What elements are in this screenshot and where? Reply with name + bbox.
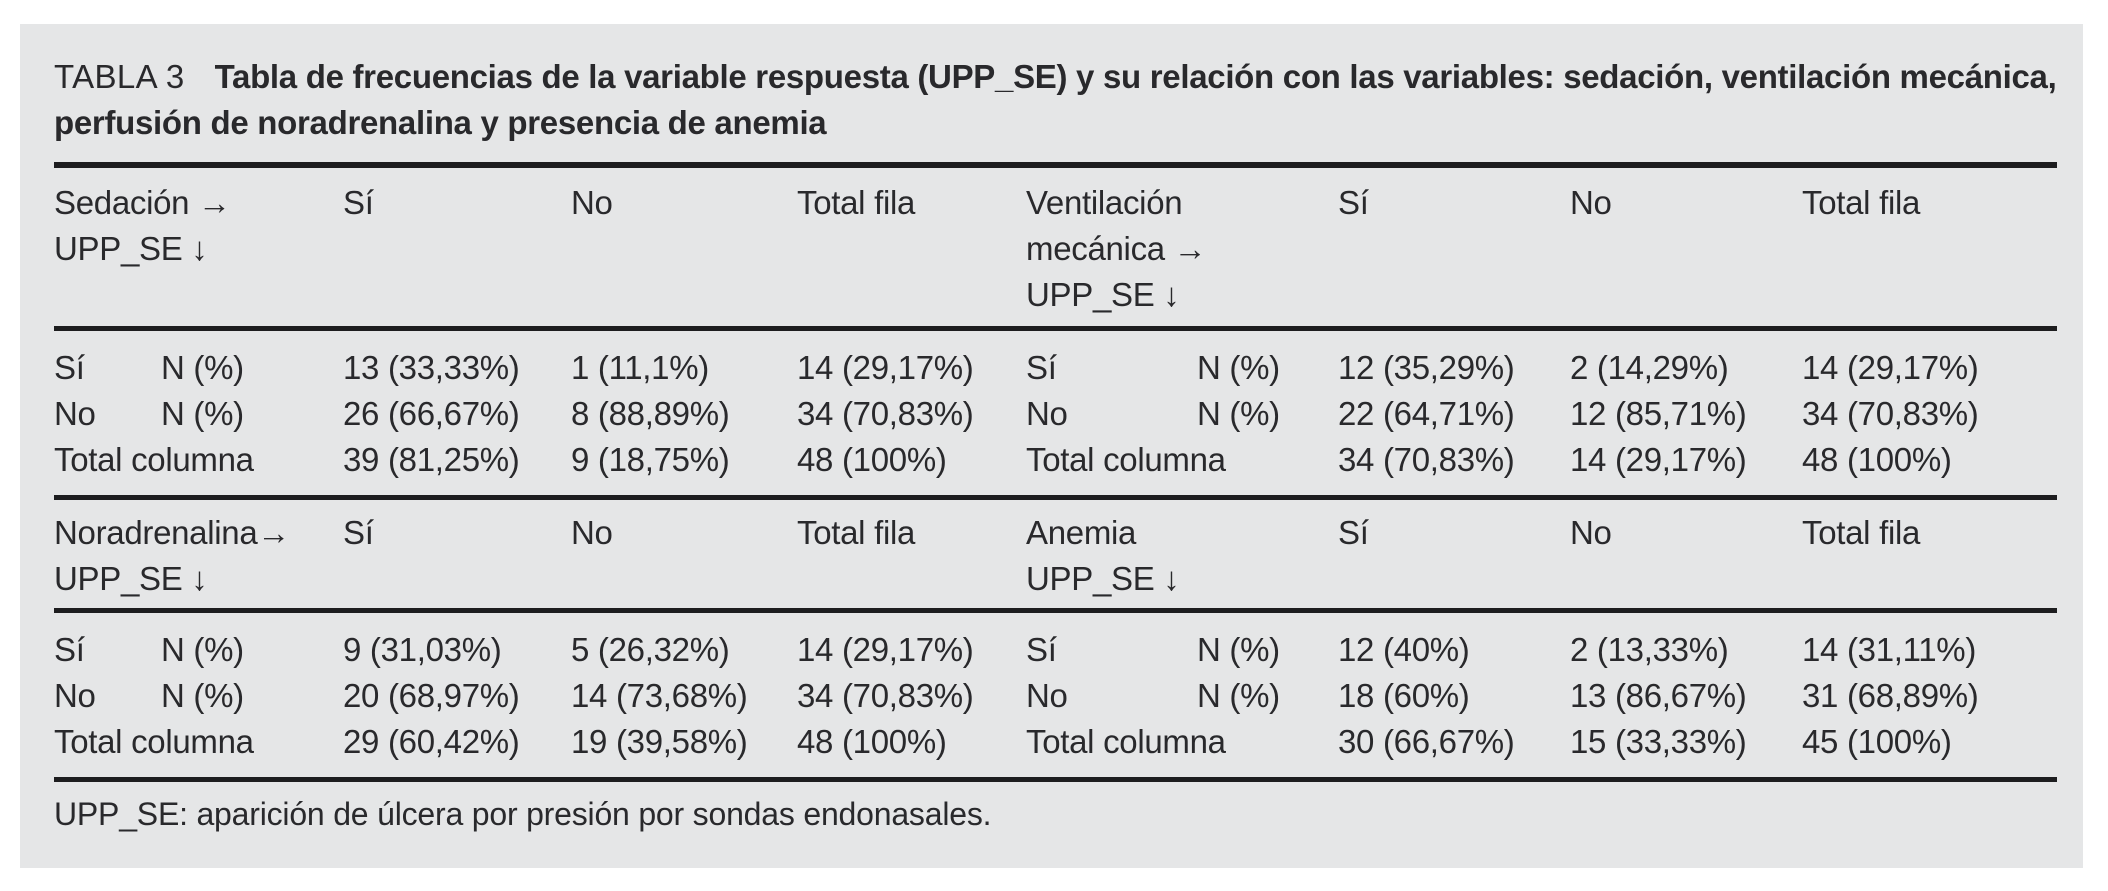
table-row: No N (%) 26 (66,67%) 8 (88,89%) 34 (70,8…	[54, 391, 2057, 437]
variable-header-anemia: Anemia UPP_SE ↓	[1026, 497, 1338, 613]
column-header-no: No	[1570, 165, 1802, 331]
row-label: No	[1026, 395, 1068, 432]
row-label: No	[54, 677, 96, 714]
data-band-sedacion-ventilacion: Sí N (%) 13 (33,33%) 1 (11,1%) 14 (29,17…	[54, 329, 2057, 500]
variable-header-ventilacion: Ventilación mecánica → UPP_SE ↓	[1026, 165, 1338, 331]
column-header-total-fila: Total fila	[797, 165, 1026, 331]
table-cell: 9 (18,75%)	[571, 437, 797, 500]
row-measure-label: N (%)	[1197, 677, 1280, 714]
table-cell: 18 (60%)	[1338, 677, 1470, 714]
row-measure-label: N (%)	[161, 349, 244, 386]
table-title: TABLA 3 Tabla de frecuencias de la variab…	[54, 54, 2057, 146]
row-label: Sí	[54, 631, 85, 668]
table-cell: 19 (39,58%)	[571, 719, 797, 782]
column-header-no: No	[571, 165, 797, 331]
table-panel: TABLA 3 Tabla de frecuencias de la variab…	[20, 24, 2083, 868]
column-header-si: Sí	[343, 165, 571, 331]
table-row: Sedación → UPP_SE ↓ Sí No Total fila Ven…	[54, 165, 2057, 331]
table-cell: 34 (70,83%)	[1338, 437, 1570, 500]
table-cell: 29 (60,42%)	[343, 719, 571, 782]
row-measure-label: N (%)	[161, 631, 244, 668]
column-header-total-fila: Total fila	[1802, 165, 2057, 331]
table-cell: 31 (68,89%)	[1802, 677, 1979, 714]
table-cell: 48 (100%)	[797, 437, 1026, 500]
table-cell: 34 (70,83%)	[797, 395, 974, 432]
table-cell: 34 (70,83%)	[797, 677, 974, 714]
table-cell: 22 (64,71%)	[1338, 395, 1515, 432]
table-cell: 12 (85,71%)	[1570, 395, 1747, 432]
table-cell: 2 (13,33%)	[1570, 631, 1729, 668]
frequency-table: Sedación → UPP_SE ↓ Sí No Total fila Ven…	[54, 162, 2057, 782]
column-header-si: Sí	[343, 497, 571, 613]
table-cell: 12 (35,29%)	[1338, 349, 1515, 386]
row-measure-label: N (%)	[1197, 395, 1280, 432]
row-label: No	[54, 395, 96, 432]
header-band-sedacion-ventilacion: Sedación → UPP_SE ↓ Sí No Total fila Ven…	[54, 165, 2057, 331]
table-cell: 34 (70,83%)	[1802, 395, 1979, 432]
row-label: Sí	[54, 349, 85, 386]
table-row: Total columna 29 (60,42%) 19 (39,58%) 48…	[54, 719, 2057, 782]
column-header-total-fila: Total fila	[797, 497, 1026, 613]
row-label-total-columna: Total columna	[1026, 437, 1338, 500]
row-label: No	[1026, 677, 1068, 714]
table-cell: 26 (66,67%)	[343, 395, 520, 432]
table-row: No N (%) 20 (68,97%) 14 (73,68%) 34 (70,…	[54, 673, 2057, 719]
table-footnote: UPP_SE: aparición de úlcera por presión …	[54, 796, 992, 832]
table-cell: 1 (11,1%)	[571, 349, 709, 386]
table-cell: 14 (29,17%)	[797, 631, 974, 668]
table-cell: 2 (14,29%)	[1570, 349, 1729, 386]
row-label-total-columna: Total columna	[1026, 719, 1338, 782]
data-band-noradrenalina-anemia: Sí N (%) 9 (31,03%) 5 (26,32%) 14 (29,17…	[54, 611, 2057, 782]
table-cell: 15 (33,33%)	[1570, 719, 1802, 782]
variable-header-noradrenalina: Noradrenalina→ UPP_SE ↓	[54, 497, 343, 613]
table-number-label: TABLA 3	[54, 58, 185, 95]
column-header-no: No	[1570, 497, 1802, 613]
column-header-no: No	[571, 497, 797, 613]
header-band-noradrenalina-anemia: Noradrenalina→ UPP_SE ↓ Sí No Total fila…	[54, 497, 2057, 613]
table-cell: 48 (100%)	[1802, 437, 2057, 500]
table-cell: 14 (29,17%)	[1802, 349, 1979, 386]
table-cell: 14 (29,17%)	[1570, 437, 1802, 500]
table-cell: 8 (88,89%)	[571, 395, 730, 432]
variable-header-sedacion: Sedación → UPP_SE ↓	[54, 165, 343, 331]
row-label-total-columna: Total columna	[54, 437, 343, 500]
column-header-si: Sí	[1338, 165, 1570, 331]
table-cell: 48 (100%)	[797, 719, 1026, 782]
table-row: Sí N (%) 9 (31,03%) 5 (26,32%) 14 (29,17…	[54, 611, 2057, 674]
row-measure-label: N (%)	[1197, 349, 1280, 386]
table-row: Total columna 39 (81,25%) 9 (18,75%) 48 …	[54, 437, 2057, 500]
table-cell: 39 (81,25%)	[343, 437, 571, 500]
table-cell: 14 (73,68%)	[571, 677, 748, 714]
table-cell: 14 (29,17%)	[797, 349, 974, 386]
table-row: Noradrenalina→ UPP_SE ↓ Sí No Total fila…	[54, 497, 2057, 613]
table-cell: 14 (31,11%)	[1802, 631, 1977, 668]
row-label: Sí	[1026, 349, 1057, 386]
table-cell: 12 (40%)	[1338, 631, 1470, 668]
table-cell: 30 (66,67%)	[1338, 719, 1570, 782]
row-measure-label: N (%)	[161, 395, 244, 432]
column-header-total-fila: Total fila	[1802, 497, 2057, 613]
row-measure-label: N (%)	[161, 677, 244, 714]
table-row: Sí N (%) 13 (33,33%) 1 (11,1%) 14 (29,17…	[54, 329, 2057, 392]
row-label: Sí	[1026, 631, 1057, 668]
table-cell: 45 (100%)	[1802, 719, 2057, 782]
table-cell: 13 (33,33%)	[343, 349, 520, 386]
row-measure-label: N (%)	[1197, 631, 1280, 668]
table-cell: 13 (86,67%)	[1570, 677, 1747, 714]
row-label-total-columna: Total columna	[54, 719, 343, 782]
table-caption: Tabla de frecuencias de la variable resp…	[54, 58, 2057, 141]
table-cell: 5 (26,32%)	[571, 631, 730, 668]
column-header-si: Sí	[1338, 497, 1570, 613]
table-cell: 9 (31,03%)	[343, 631, 502, 668]
table-cell: 20 (68,97%)	[343, 677, 520, 714]
